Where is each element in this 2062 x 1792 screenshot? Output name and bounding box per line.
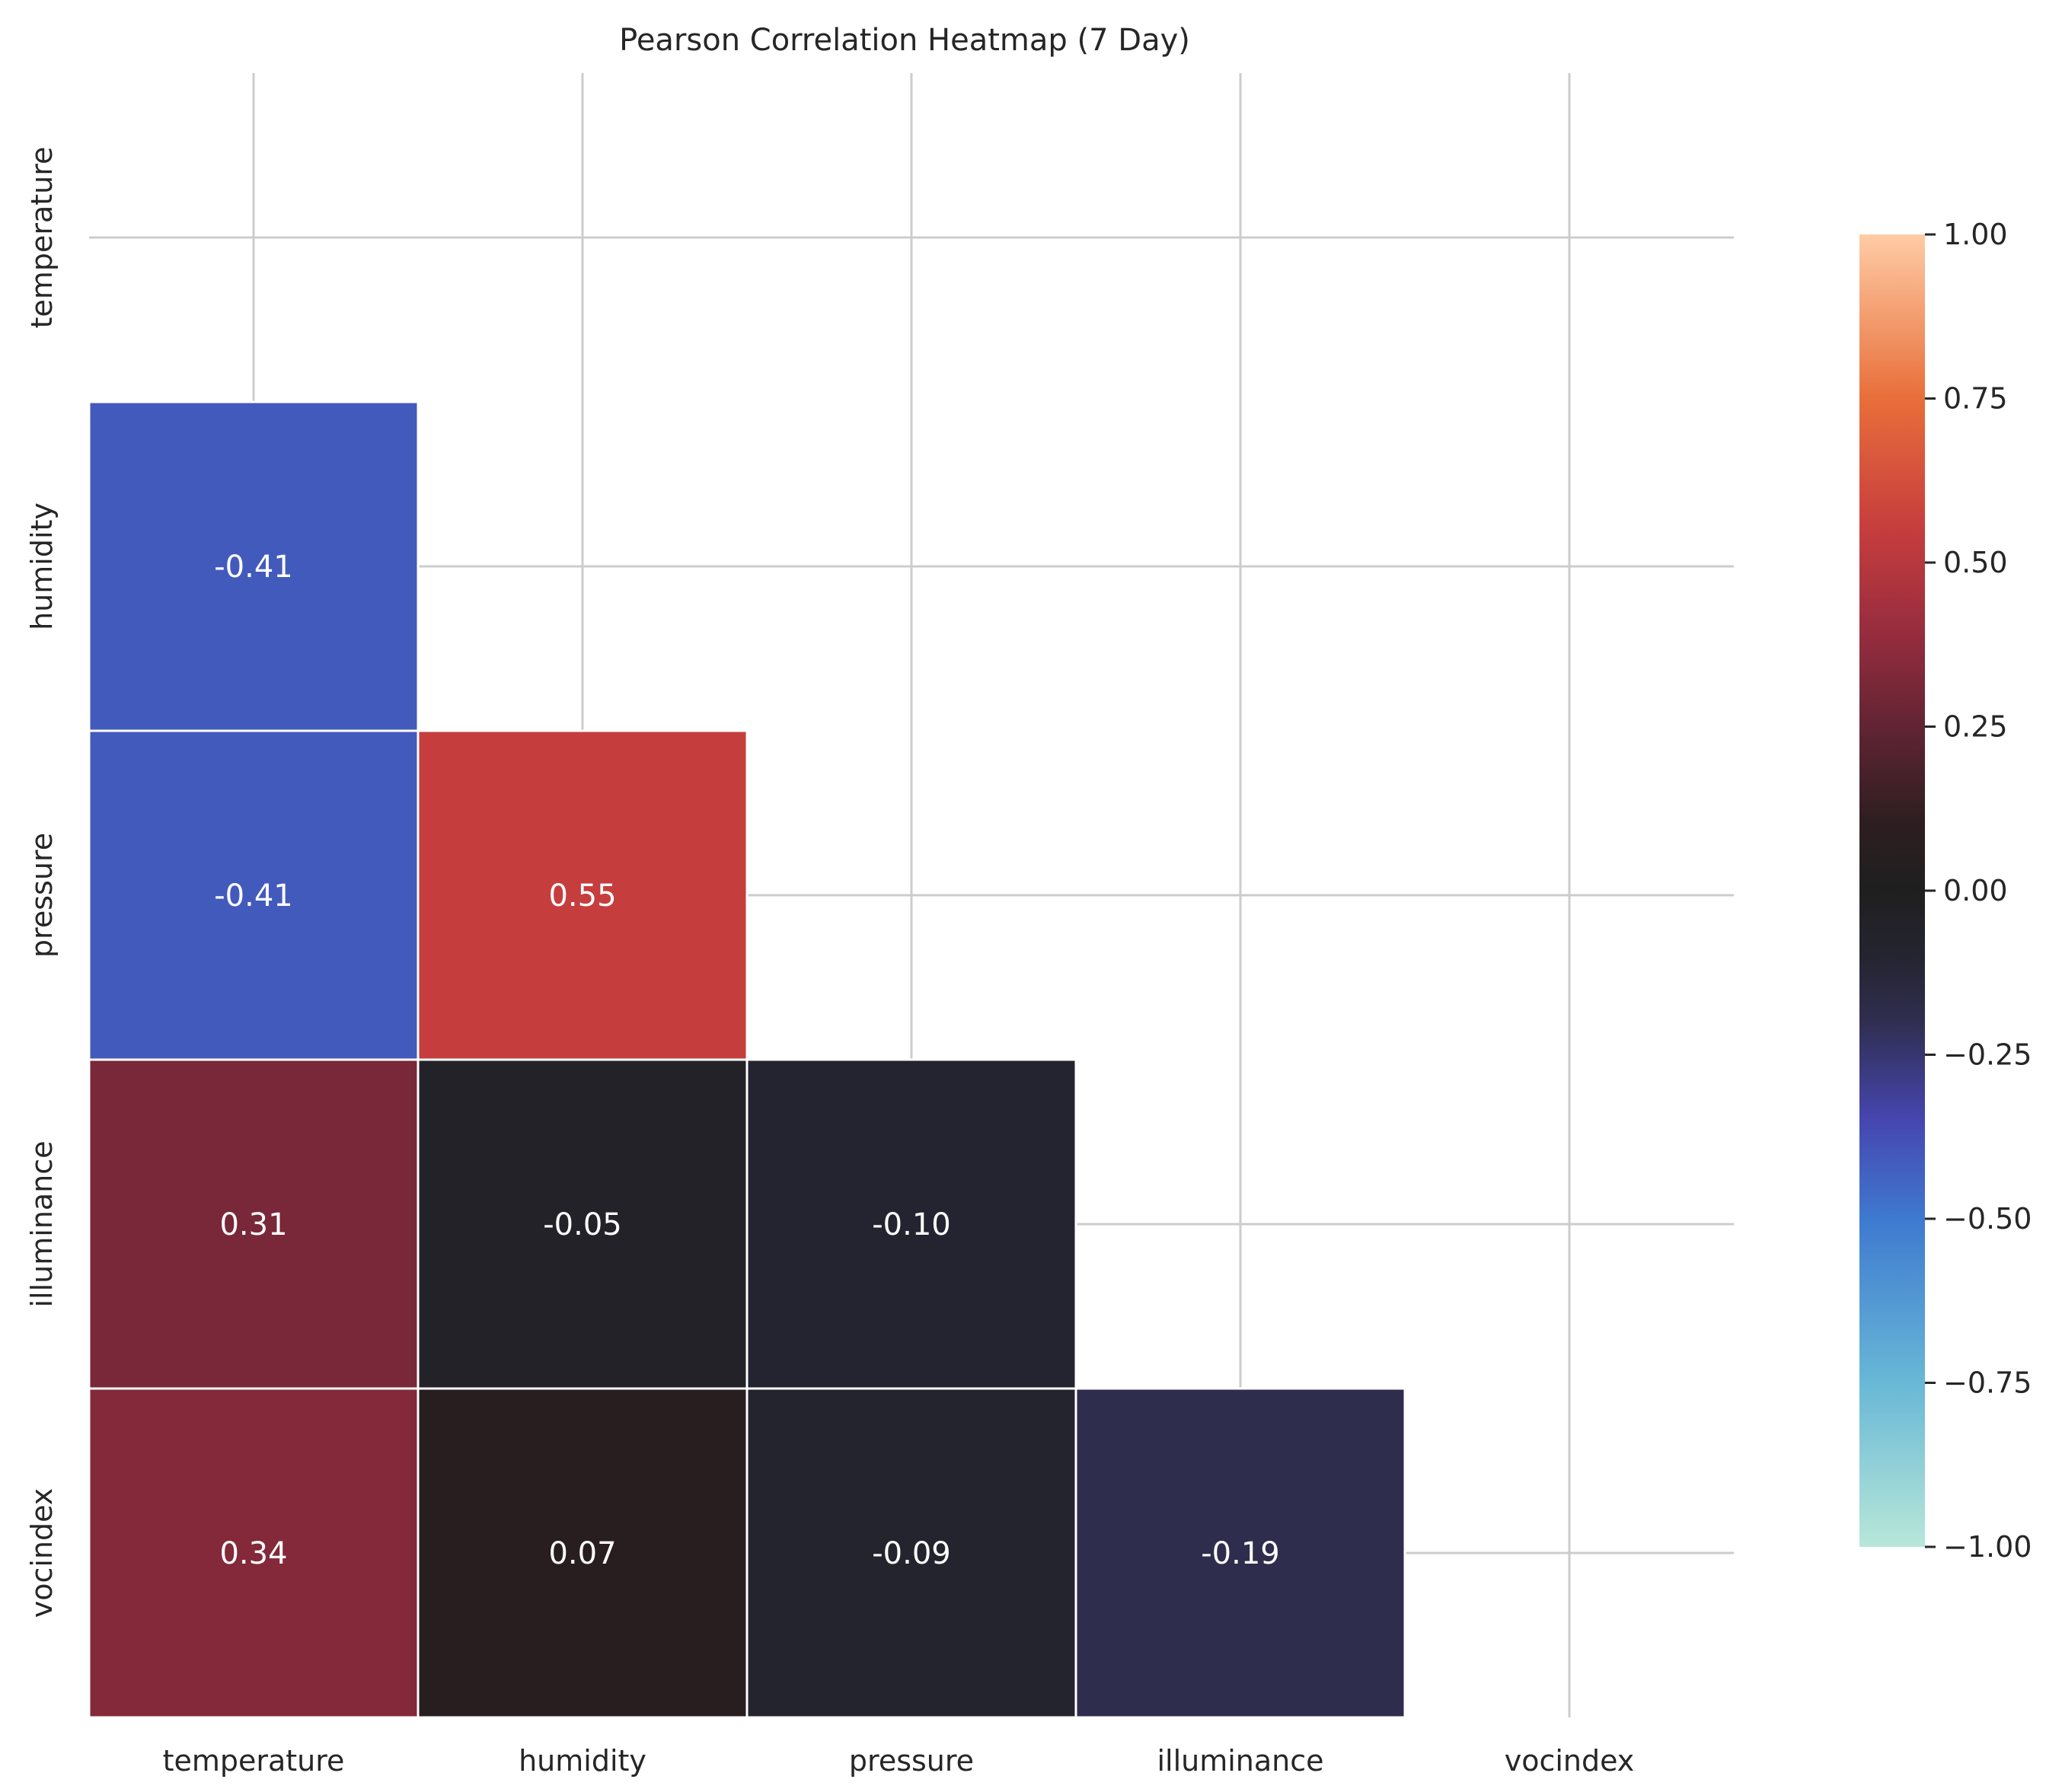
heatmap-cell-illuminance-temperature: [88, 1058, 420, 1390]
colorbar-tick-label: −0.75: [1943, 1366, 2032, 1400]
chart-title: Pearson Correlation Heatmap (7 Day): [619, 23, 1190, 58]
heatmap-cell-vocindex-illuminance: [1074, 1387, 1406, 1719]
cell-value-label: 0.31: [219, 1207, 287, 1242]
x-axis-tick-labels: temperature humidity pressure illuminance vo…: [163, 1744, 1635, 1778]
y-axis-tick-labels: temperature humidity pressure illuminance vo…: [25, 147, 59, 1618]
y-tick-label-temperature: temperature: [25, 147, 59, 329]
cell-value-label: -0.19: [1201, 1536, 1280, 1571]
heatmap-cell-illuminance-humidity: [417, 1058, 749, 1390]
x-tick-label-temperature: temperature: [163, 1744, 345, 1778]
colorbar-tick-label: −1.00: [1943, 1530, 2032, 1564]
colorbar: 1.00 0.75 0.50 0.25 0.00 −0.25 −0.50 −0.75 −1.00: [1859, 218, 2032, 1564]
cell-value-label: -0.41: [214, 878, 293, 914]
heatmap-cell-vocindex-pressure: [745, 1387, 1077, 1719]
colorbar-tick-label: 0.00: [1943, 874, 2008, 907]
heatmap-cell-vocindex-temperature: [88, 1387, 420, 1719]
heatmap-cell-illuminance-pressure: [745, 1058, 1077, 1390]
colorbar-tick-label: 0.75: [1943, 382, 2008, 416]
x-tick-label-pressure: pressure: [849, 1744, 974, 1778]
cell-value-label: 0.07: [548, 1536, 616, 1571]
colorbar-gradient: [1859, 234, 1925, 1547]
colorbar-tick-label: 1.00: [1943, 218, 2008, 251]
heatmap-cell-pressure-temperature: [88, 729, 420, 1061]
heatmap-cell-vocindex-humidity: [417, 1387, 749, 1719]
y-tick-label-vocindex: vocindex: [25, 1488, 59, 1618]
y-tick-label-humidity: humidity: [25, 502, 59, 630]
y-tick-label-illuminance: illuminance: [25, 1140, 59, 1307]
colorbar-tick-label: 0.50: [1943, 546, 2008, 579]
colorbar-tick-label: −0.25: [1943, 1038, 2032, 1072]
heatmap-cell-humidity-temperature: [88, 400, 420, 732]
x-tick-label-vocindex: vocindex: [1505, 1744, 1635, 1778]
cell-value-label: 0.34: [219, 1536, 287, 1571]
y-tick-label-pressure: pressure: [25, 833, 59, 958]
colorbar-tick-label: −0.50: [1943, 1202, 2032, 1236]
cell-value-label: -0.05: [543, 1207, 622, 1242]
heatmap-cells: [88, 400, 1406, 1719]
cell-value-label: -0.09: [872, 1536, 951, 1571]
x-tick-label-illuminance: illuminance: [1157, 1744, 1323, 1778]
cell-labels: -0.41 -0.41 0.55 0.31 -0.05 -0.10 0.34 0.07 -0.0…: [214, 550, 1280, 1571]
colorbar-tick-label: 0.25: [1943, 710, 2008, 744]
cell-value-label: -0.10: [872, 1207, 951, 1242]
x-tick-label-humidity: humidity: [519, 1744, 646, 1778]
cell-value-label: -0.41: [214, 550, 293, 585]
cell-value-label: 0.55: [548, 878, 616, 914]
